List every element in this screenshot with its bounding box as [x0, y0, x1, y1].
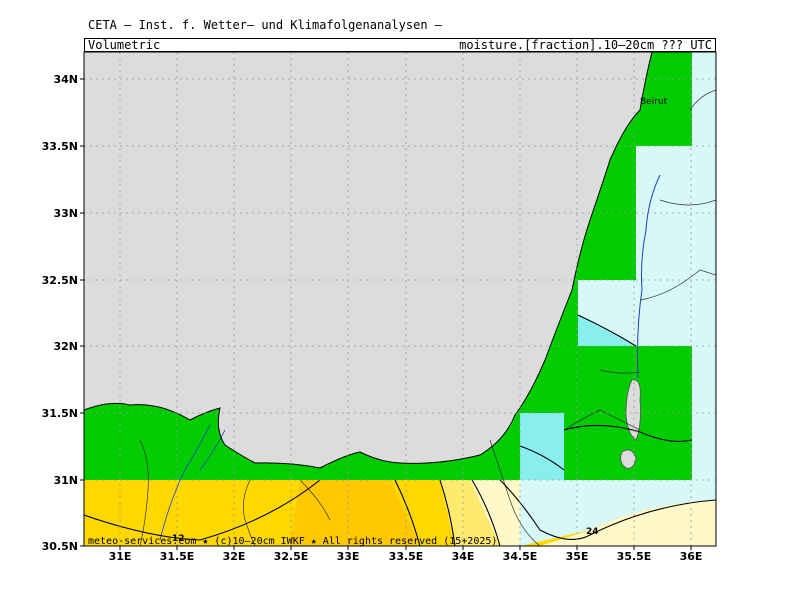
- lon-label: 35.5E: [617, 550, 652, 563]
- lon-label: 32E: [223, 550, 246, 563]
- contour-label: 24: [586, 527, 599, 537]
- lat-label: 32N: [53, 340, 78, 353]
- lon-label: 34E: [452, 550, 475, 563]
- map-plot-area: [84, 52, 716, 546]
- lon-label: 31.5E: [160, 550, 195, 563]
- contour-label: 12: [172, 534, 185, 544]
- cyan-north-strip: [692, 52, 716, 480]
- yellow-light-band: [470, 480, 520, 546]
- lat-label: 33N: [53, 207, 78, 220]
- lon-label: 33.5E: [389, 550, 424, 563]
- yellow-mid-band: [440, 480, 500, 546]
- cyan-lebanon-block: [636, 146, 692, 280]
- border-lines: [139, 89, 716, 546]
- lat-label: 34N: [53, 73, 78, 86]
- lon-label: 31E: [109, 550, 132, 563]
- dead-sea-south: [620, 449, 637, 469]
- lon-label: 32.5E: [274, 550, 309, 563]
- lat-lon-grid: [84, 52, 716, 546]
- cyan-negev-pocket: [520, 413, 564, 480]
- plot-frame: [83, 51, 717, 547]
- copyright-footer: meteo-services.com ★ (c)10–20cm IWKF ★ A…: [88, 536, 497, 547]
- nile-delta-lines: [159, 424, 226, 541]
- variable-name-label: moisture.[fraction].10–20cm ??? UTC: [459, 38, 712, 52]
- lat-label: 33.5N: [42, 140, 78, 153]
- lat-label: 31N: [53, 474, 78, 487]
- lon-label: 35E: [566, 550, 589, 563]
- coastline: [84, 52, 653, 469]
- map-title: CETA — Inst. f. Wetter– und Klimafolgena…: [88, 18, 443, 32]
- lat-labels: 34N 33.5N 33N 32.5N 32N 31.5N 31N 30.5N: [42, 73, 78, 553]
- lat-label: 31.5N: [42, 407, 78, 420]
- lat-label: 32.5N: [42, 274, 78, 287]
- variable-type-label: Volumetric: [88, 38, 161, 52]
- cyan-mid-pocket: [578, 315, 636, 346]
- tick-marks: [80, 78, 692, 550]
- lon-label: 36E: [680, 550, 703, 563]
- lon-label: 34.5E: [503, 550, 538, 563]
- green-land-area: [84, 52, 692, 480]
- lat-label: 30.5N: [42, 540, 78, 553]
- jordan-river: [637, 174, 661, 379]
- orange-core-band: [290, 480, 420, 546]
- cyan-light-south-band: [520, 480, 716, 546]
- lon-labels: 31E 31.5E 32E 32.5E 33E 33.5E 34E 34.5E …: [109, 550, 703, 563]
- yellow-light-southeast: [540, 500, 716, 546]
- lon-label: 33E: [337, 550, 360, 563]
- city-label-beirut: Beirut: [640, 97, 668, 107]
- contour-lines: [84, 314, 716, 546]
